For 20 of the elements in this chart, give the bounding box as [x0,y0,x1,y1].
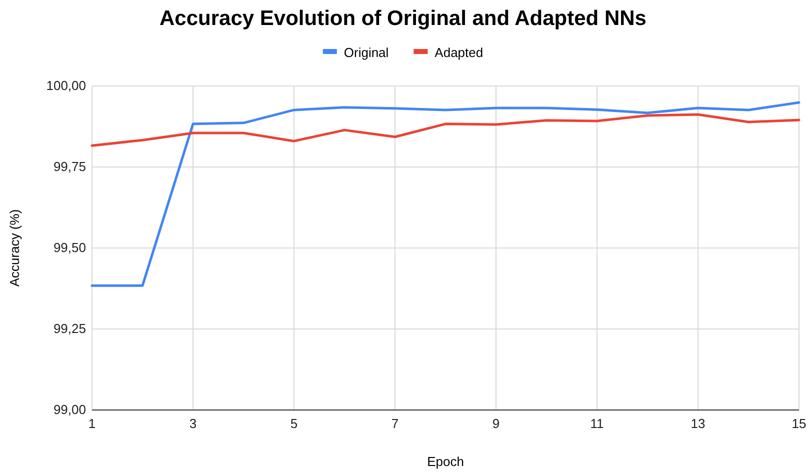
x-tick-label: 9 [492,416,500,432]
chart-title: Accuracy Evolution of Original and Adapted NNs [160,7,646,30]
legend-label: Original [344,45,389,60]
x-axis-title: Epoch [427,454,464,469]
x-tick-label: 1 [88,416,96,432]
x-tick-label: 15 [792,416,806,432]
x-tick-label: 13 [690,416,706,432]
line-series [90,101,800,287]
x-tick-label: 7 [391,416,399,432]
x-tick-label: 11 [590,416,604,432]
y-tick-label: 99,50 [53,240,86,256]
y-tick-label: 100,00 [46,78,86,94]
line-series [90,113,800,147]
x-tick-label: 5 [290,416,298,432]
x-tick-label: 3 [189,416,197,432]
y-axis-title: Accuracy (%) [7,209,22,287]
y-tick-label: 99,00 [53,402,86,418]
y-tick-label: 99,75 [53,159,86,174]
y-tick-label: 99,25 [53,321,86,336]
legend-label: Adapted [434,45,484,60]
